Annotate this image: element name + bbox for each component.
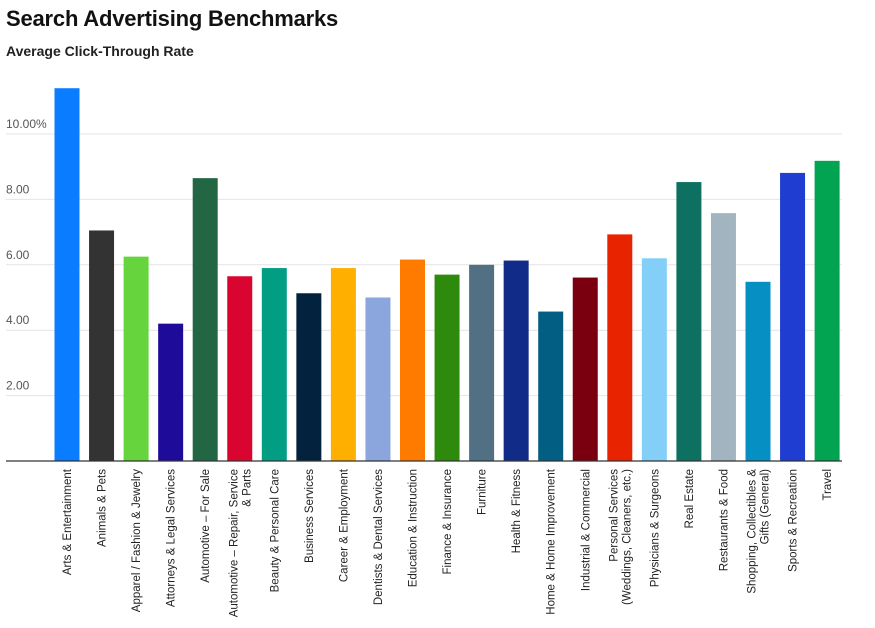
- y-tick-label: 4.00: [6, 313, 30, 327]
- x-tick-label: Furniture: [477, 469, 489, 515]
- x-tick-label-line: Physicians & Surgeons: [649, 469, 661, 588]
- x-tick-label: Industrial & Commercial: [580, 469, 592, 591]
- bar: [296, 293, 322, 461]
- bar: [89, 230, 115, 461]
- bar: [227, 276, 253, 461]
- y-axis-ticks: 2.00 4.00 6.00 8.00 10.00%: [6, 117, 47, 393]
- bar: [54, 88, 80, 461]
- x-tick-label-line: Automotive – Repair, Service: [228, 469, 240, 617]
- bar: [572, 277, 598, 461]
- x-tick-label-line: Shopping, Collectibles &: [747, 469, 759, 594]
- x-tick-label: Home & Home Improvement: [546, 468, 558, 615]
- y-tick-label: 8.00: [6, 182, 30, 196]
- x-tick-label-line: Business Services: [304, 469, 316, 563]
- bar: [192, 178, 218, 461]
- bar: [607, 234, 633, 461]
- x-tick-label: Career & Employment: [338, 468, 350, 582]
- x-tick-label-line: Arts & Entertainment: [62, 468, 74, 575]
- x-tick-label-line: Personal Services: [608, 469, 620, 562]
- x-tick-label: Apparel / Fashion & Jewelry: [131, 469, 143, 612]
- x-tick-label: Physicians & Surgeons: [649, 469, 661, 588]
- bar: [503, 260, 529, 461]
- x-tick-label-line: Real Estate: [684, 469, 696, 528]
- bar: [676, 182, 702, 461]
- x-tick-label-line: Animals & Pets: [97, 469, 109, 547]
- x-tick-label: Health & Fitness: [511, 469, 523, 554]
- chart-subtitle: Average Click-Through Rate: [6, 43, 194, 59]
- x-tick-label: Education & Instruction: [408, 469, 420, 587]
- bar: [469, 264, 495, 461]
- x-tick-label-line: Health & Fitness: [511, 469, 523, 554]
- x-tick-label: Shopping, Collectibles &Gifts (General): [747, 469, 772, 594]
- bar: [158, 323, 184, 461]
- bar: [745, 281, 771, 461]
- x-tick-label: Automotive – Repair, Service& Parts: [228, 469, 253, 618]
- x-tick-label-line: Gifts (General): [760, 469, 772, 545]
- bar: [434, 274, 460, 461]
- x-tick-label: Automotive – For Sale: [200, 469, 212, 583]
- x-tick-label-line: Beauty & Personal Care: [269, 469, 281, 592]
- x-tick-label-line: Sports & Recreation: [788, 469, 800, 572]
- y-tick-label: 2.00: [6, 379, 30, 393]
- x-tick-label-line: Career & Employment: [338, 468, 350, 582]
- bars: [54, 88, 840, 462]
- x-tick-label-line: Home & Home Improvement: [546, 468, 558, 615]
- chart-title: Search Advertising Benchmarks: [6, 6, 339, 31]
- x-tick-label-line: (Weddings, Cleaners, etc.): [621, 469, 633, 605]
- x-tick-label-line: Attorneys & Legal Services: [166, 469, 178, 607]
- x-tick-label: Finance & Insurance: [442, 469, 454, 574]
- x-tick-label: Beauty & Personal Care: [269, 469, 281, 592]
- bar: [780, 172, 806, 461]
- x-tick-label-line: & Parts: [241, 469, 253, 507]
- x-axis-ticks: Arts & Entertainment Animals & Pets Appare…: [62, 468, 834, 617]
- x-tick-label: Attorneys & Legal Services: [166, 469, 178, 607]
- x-tick-label-line: Dentists & Dental Services: [373, 469, 385, 605]
- bar: [330, 268, 356, 461]
- x-tick-label-line: Apparel / Fashion & Jewelry: [131, 469, 143, 612]
- bar: [710, 213, 736, 461]
- y-tick-label: 6.00: [6, 248, 30, 262]
- x-tick-label: Restaurants & Food: [718, 469, 730, 571]
- x-tick-label-line: Furniture: [477, 469, 489, 515]
- x-tick-label: Real Estate: [684, 469, 696, 528]
- x-tick-label-line: Restaurants & Food: [718, 469, 730, 571]
- bar: [123, 256, 149, 462]
- x-tick-label-line: Finance & Insurance: [442, 469, 454, 574]
- x-tick-label: Animals & Pets: [97, 469, 109, 547]
- x-tick-label: Business Services: [304, 469, 316, 563]
- x-tick-label-line: Education & Instruction: [408, 469, 420, 587]
- bar: [641, 258, 667, 461]
- x-tick-label: Sports & Recreation: [788, 469, 800, 572]
- x-tick-label-line: Automotive – For Sale: [200, 469, 212, 583]
- x-tick-label: Personal Services(Weddings, Cleaners, et…: [608, 469, 633, 605]
- bar: [814, 160, 840, 461]
- bar: [261, 268, 287, 461]
- x-tick-label-line: Travel: [822, 469, 834, 501]
- bar: [400, 259, 425, 461]
- bar: [538, 311, 564, 461]
- x-tick-label: Dentists & Dental Services: [373, 469, 385, 605]
- x-tick-label-line: Industrial & Commercial: [580, 469, 592, 591]
- x-tick-label: Travel: [822, 469, 834, 501]
- bar: [365, 297, 391, 461]
- x-tick-label: Arts & Entertainment: [62, 468, 74, 575]
- y-tick-label: 10.00%: [6, 117, 47, 131]
